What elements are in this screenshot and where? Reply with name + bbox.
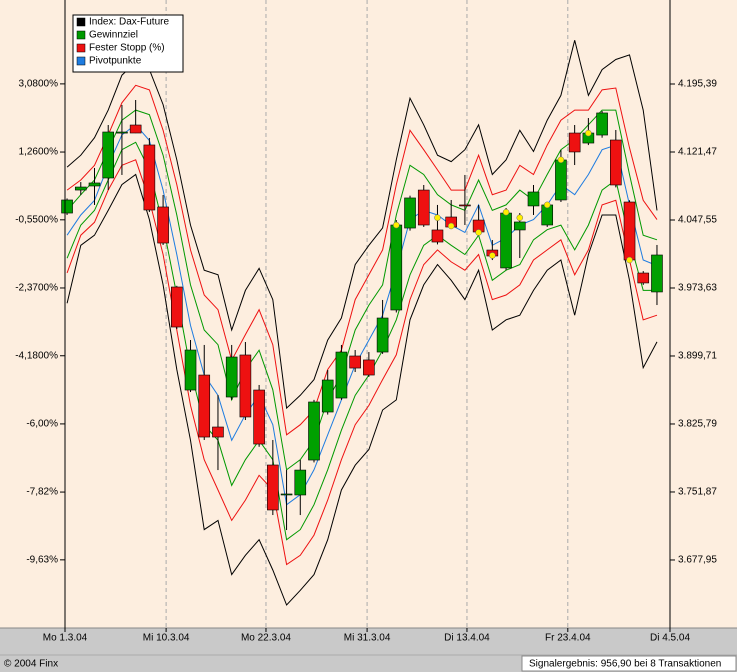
candle-body	[198, 374, 211, 438]
candle-body	[555, 159, 567, 201]
plot-background	[0, 0, 737, 628]
candle-body	[596, 112, 608, 136]
candle-body	[280, 493, 293, 496]
candle-body	[459, 204, 471, 207]
candle-body	[513, 221, 526, 231]
summary: Signalergebnis: 956,90 bei 8 Transaktion…	[529, 659, 721, 670]
candle-body	[610, 139, 622, 186]
marker	[434, 214, 441, 221]
marker	[447, 222, 455, 230]
marker	[475, 229, 482, 236]
y-tick-label: 3.677,95	[678, 555, 717, 566]
candle-body	[294, 469, 307, 496]
y-tick-label: 4.121,47	[678, 147, 717, 158]
y-tick-label: 3.825,79	[678, 419, 717, 430]
candle-body	[61, 199, 73, 214]
candle-body	[88, 182, 101, 187]
x-tick-label: Fr 23.4.04	[545, 633, 591, 644]
legend-label: Pivotpunkte	[89, 56, 142, 67]
candle-body	[376, 317, 389, 353]
y2-tick-label: -7,82%	[26, 487, 58, 498]
candle-body	[390, 224, 403, 311]
band-line	[66, 159, 658, 566]
candle-body	[239, 354, 252, 418]
candle-body	[143, 144, 156, 211]
marker	[502, 208, 510, 216]
legend-swatch	[76, 30, 86, 40]
candle-body	[637, 272, 650, 284]
marker	[543, 201, 551, 209]
candle-body	[74, 186, 87, 191]
x-tick-label: Mo 22.3.04	[241, 633, 291, 644]
candle-body	[417, 189, 430, 226]
y-tick-label: 3.899,71	[678, 351, 717, 362]
y2-tick-label: 3,0800%	[19, 79, 59, 90]
candle-body	[116, 131, 128, 134]
legend-label: Fester Stopp (%)	[89, 43, 165, 54]
candle-body	[568, 132, 581, 153]
candle-body	[157, 206, 169, 244]
x-tick-label: Mi 10.3.04	[143, 633, 190, 644]
copyright: © 2004 Finx	[4, 659, 58, 670]
marker	[489, 252, 496, 259]
legend-swatch	[76, 43, 86, 53]
band-line	[66, 109, 658, 471]
candle-body	[404, 197, 416, 229]
marker	[626, 256, 633, 264]
legend-swatch	[76, 17, 86, 27]
legend-label: Gewinnziel	[89, 30, 138, 41]
candle-body	[184, 349, 197, 391]
candle-body	[225, 356, 238, 398]
candle-body	[308, 401, 320, 461]
candle-body	[267, 464, 279, 511]
candle-body	[349, 355, 361, 369]
y2-tick-label: -2,3700%	[15, 283, 58, 294]
candle-body	[129, 124, 142, 134]
marker	[585, 129, 592, 137]
y2-tick-label: 1,2600%	[19, 147, 59, 158]
y-tick-label: 4.047,55	[678, 215, 717, 226]
y-tick-label: 3.751,87	[678, 487, 717, 498]
candle-body	[321, 379, 334, 413]
y2-tick-label: -6,00%	[26, 419, 58, 430]
x-tick-label: Di 13.4.04	[444, 633, 490, 644]
x-tick-label: Mi 31.3.04	[344, 633, 391, 644]
candle-body	[102, 131, 115, 179]
candle-body	[253, 389, 265, 445]
axes: Mo 1.3.04 Mi 10.3.04 Mo 22.3.04 Mi 31.3.04 D…	[15, 0, 717, 644]
y-tick-label: 3.973,63	[678, 283, 717, 294]
candle-body	[171, 286, 183, 328]
y-tick-label: 4.195,39	[678, 79, 717, 90]
candle-body	[527, 191, 540, 207]
candle-body	[623, 201, 636, 261]
candle-body	[431, 229, 444, 243]
marker	[516, 214, 524, 221]
candle-body	[212, 426, 224, 438]
marker	[393, 221, 400, 229]
band-line	[66, 40, 658, 410]
y2-tick-label: -9,63%	[26, 554, 58, 565]
y2-tick-label: -4,1800%	[15, 350, 58, 361]
summary-box	[521, 655, 737, 672]
x-tick-label: Mo 1.3.04	[43, 633, 88, 644]
y2-tick-label: -0,5500%	[15, 214, 58, 225]
legend: Index: Dax-Future Gewinnziel Fester Stopp …	[72, 14, 184, 73]
band-line	[66, 173, 658, 606]
x-tick-label: Di 4.5.04	[650, 633, 690, 644]
lines	[66, 40, 658, 606]
candle-body	[651, 254, 663, 293]
candle-body	[500, 212, 512, 269]
candle-body	[363, 359, 375, 376]
legend-label: Index: Dax-Future	[89, 17, 169, 28]
legend-swatch	[76, 56, 86, 66]
candle-body	[335, 351, 348, 399]
marker	[557, 156, 565, 164]
candles	[61, 99, 663, 531]
band-line	[66, 84, 658, 436]
legend-box	[72, 14, 184, 73]
